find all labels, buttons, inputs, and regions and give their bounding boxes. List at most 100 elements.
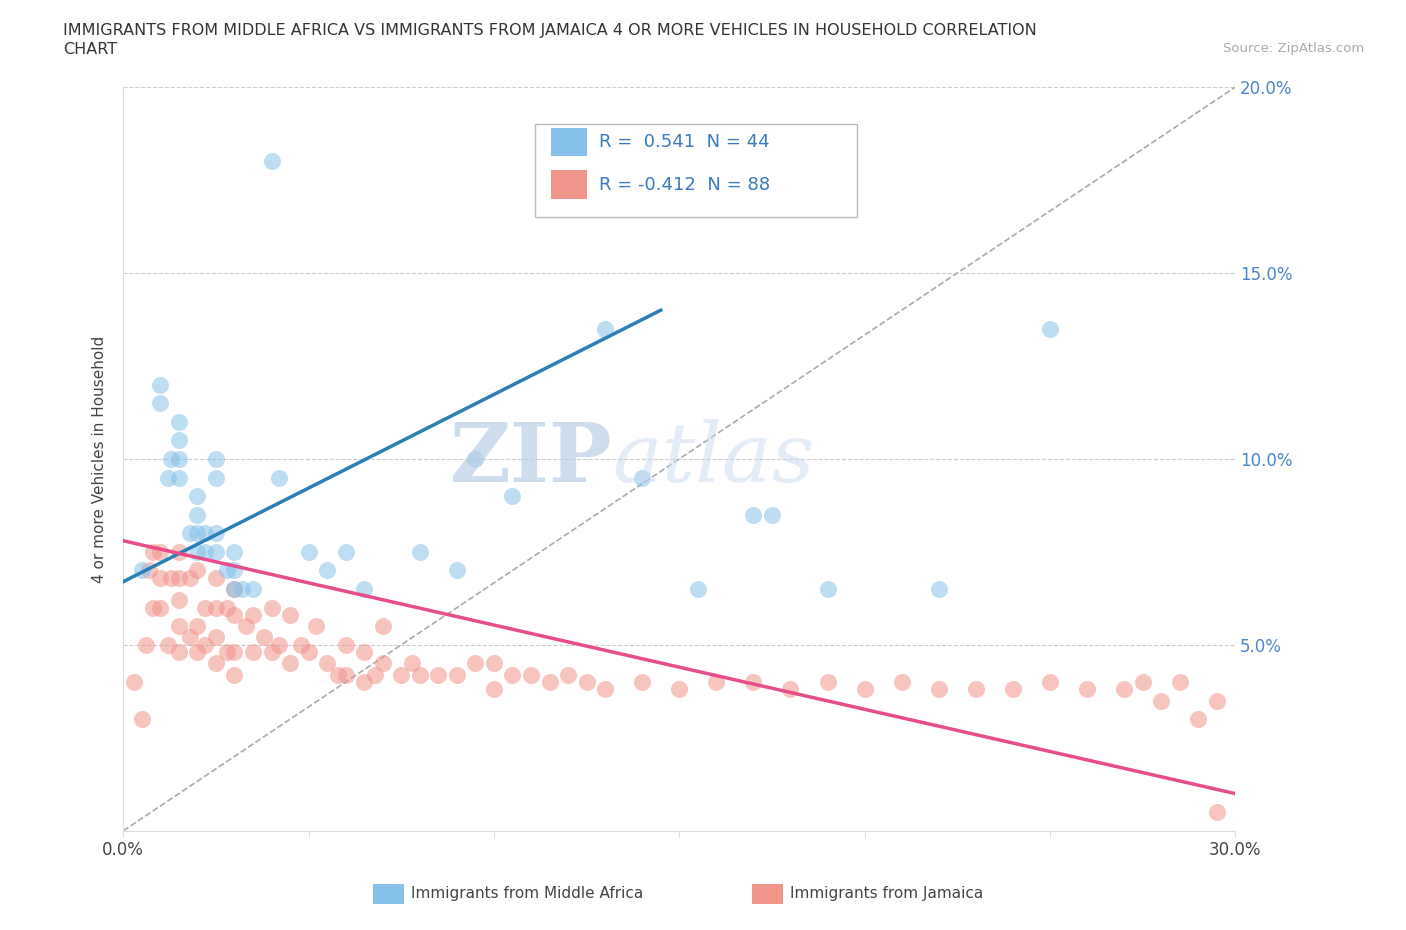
Point [217, 600, 239, 615]
Point [194, 600, 217, 615]
Point [142, 544, 165, 559]
Point [167, 544, 190, 559]
Text: CHART: CHART [63, 42, 117, 57]
Point [761, 507, 783, 522]
Point [593, 322, 616, 337]
Point [205, 451, 228, 466]
Point [464, 656, 486, 671]
Point [353, 581, 375, 596]
Point [142, 600, 165, 615]
Point [1001, 682, 1024, 697]
Point [890, 674, 912, 689]
Point [853, 682, 876, 697]
Point [928, 682, 950, 697]
Point [253, 630, 276, 644]
Point [205, 656, 228, 671]
FancyBboxPatch shape [551, 170, 586, 199]
Point [409, 667, 432, 682]
Point [464, 451, 486, 466]
Point [260, 600, 283, 615]
Point [194, 544, 217, 559]
Point [446, 563, 468, 578]
Point [817, 581, 839, 596]
Point [224, 644, 246, 659]
Point [742, 507, 765, 522]
FancyBboxPatch shape [534, 125, 858, 218]
Point [1112, 682, 1135, 697]
Point [298, 644, 321, 659]
Point [205, 570, 228, 585]
Point [427, 667, 450, 682]
Point [131, 711, 153, 726]
Point [965, 682, 987, 697]
Point [482, 656, 505, 671]
Point [316, 563, 339, 578]
Point [328, 667, 350, 682]
Point [149, 544, 172, 559]
Point [704, 674, 727, 689]
Point [1039, 674, 1062, 689]
Point [167, 470, 190, 485]
Point [260, 644, 283, 659]
Point [1076, 682, 1098, 697]
Point [501, 667, 523, 682]
Point [186, 507, 208, 522]
Point [131, 563, 153, 578]
Point [538, 674, 561, 689]
Text: Source: ZipAtlas.com: Source: ZipAtlas.com [1223, 42, 1364, 55]
Point [124, 674, 146, 689]
Point [231, 581, 253, 596]
Point [167, 415, 190, 430]
Point [186, 525, 208, 540]
Point [501, 488, 523, 503]
Point [224, 544, 246, 559]
Point [205, 630, 228, 644]
Point [1205, 693, 1227, 708]
Point [668, 682, 690, 697]
Point [149, 378, 172, 392]
Point [186, 618, 208, 633]
Point [149, 600, 172, 615]
Point [167, 432, 190, 447]
Point [335, 667, 357, 682]
Point [742, 674, 765, 689]
FancyBboxPatch shape [551, 128, 586, 156]
Point [1187, 711, 1209, 726]
Text: ZIP: ZIP [450, 418, 613, 498]
Text: Immigrants from Middle Africa: Immigrants from Middle Africa [411, 886, 643, 901]
Point [353, 644, 375, 659]
Point [242, 581, 264, 596]
Point [160, 451, 183, 466]
Point [186, 488, 208, 503]
Point [482, 682, 505, 697]
Point [290, 637, 312, 652]
Point [446, 667, 468, 682]
Point [205, 600, 228, 615]
Point [224, 581, 246, 596]
Point [167, 618, 190, 633]
Point [779, 682, 801, 697]
Point [371, 618, 394, 633]
Point [557, 667, 579, 682]
Point [267, 470, 290, 485]
Point [817, 674, 839, 689]
Point [401, 656, 423, 671]
Point [686, 581, 709, 596]
Point [167, 644, 190, 659]
Point [631, 470, 654, 485]
Text: IMMIGRANTS FROM MIDDLE AFRICA VS IMMIGRANTS FROM JAMAICA 4 OR MORE VEHICLES IN H: IMMIGRANTS FROM MIDDLE AFRICA VS IMMIGRA… [63, 23, 1038, 38]
Point [1168, 674, 1191, 689]
Point [242, 644, 264, 659]
Point [335, 637, 357, 652]
Point [575, 674, 598, 689]
Point [205, 544, 228, 559]
Point [156, 637, 179, 652]
Point [224, 667, 246, 682]
Point [278, 656, 301, 671]
Point [224, 563, 246, 578]
Point [135, 637, 157, 652]
Point [267, 637, 290, 652]
Point [205, 470, 228, 485]
Text: Immigrants from Jamaica: Immigrants from Jamaica [790, 886, 983, 901]
Point [186, 644, 208, 659]
